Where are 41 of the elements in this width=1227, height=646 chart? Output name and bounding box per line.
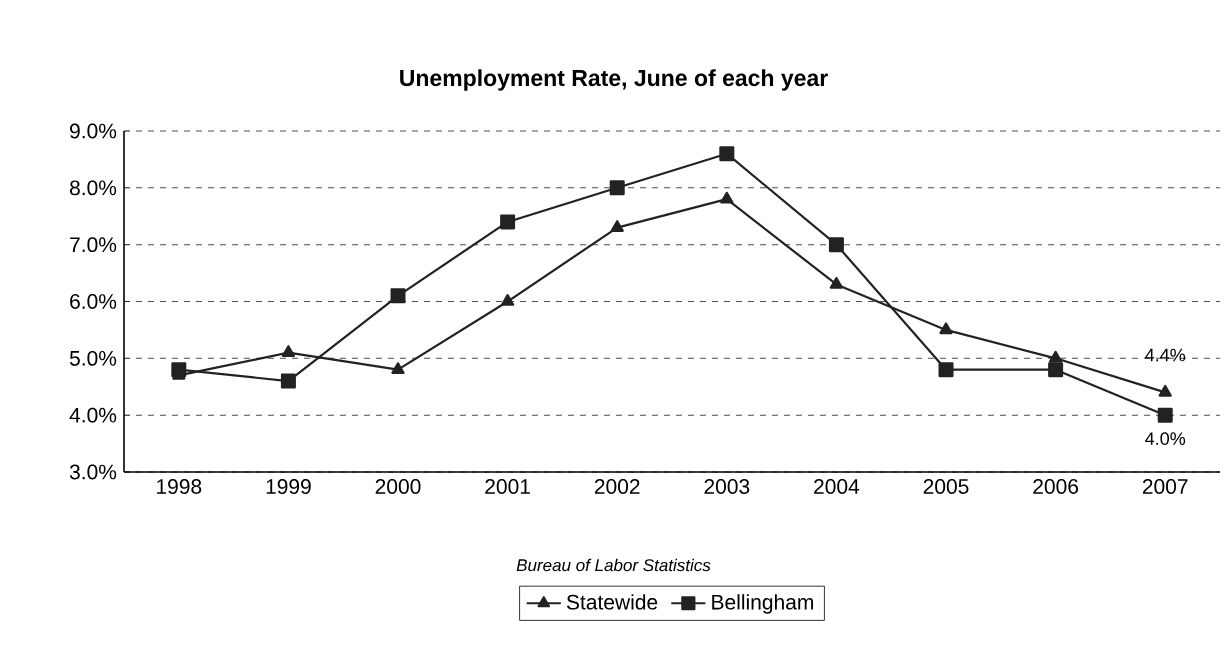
point	[939, 322, 953, 335]
point	[391, 362, 405, 374]
x-tick-label: 2002	[594, 479, 640, 494]
x-tick-label: 2006	[1033, 479, 1079, 494]
x-tick-label: 2005	[923, 479, 969, 494]
point	[719, 146, 735, 162]
y-tick-label: 5.0%	[69, 350, 117, 366]
point	[829, 276, 844, 289]
y-tick-label: 7.0%	[70, 237, 117, 253]
point	[500, 214, 516, 230]
point	[500, 293, 515, 306]
point	[281, 345, 296, 357]
y-tick-label: 9.0%	[70, 123, 117, 139]
y-tick-label: 3.0%	[69, 464, 117, 480]
point	[828, 237, 844, 253]
point	[1157, 407, 1173, 423]
point	[610, 220, 624, 232]
point	[1048, 350, 1063, 363]
y-tick-label: 4.0%	[69, 407, 117, 423]
text: Bureau of Labor Statistics	[516, 558, 711, 572]
y-tick-label: 6.0%	[70, 294, 117, 309]
point	[1048, 362, 1064, 378]
x-tick-label: 2004	[814, 479, 860, 494]
x-tick-label: 2000	[375, 479, 421, 494]
point	[390, 288, 406, 304]
point	[1158, 384, 1172, 397]
chart-title: Unemployment Rate, June of each year	[400, 69, 828, 91]
x-tick-label: 2003	[704, 479, 750, 494]
data-label: 4.0%	[1145, 432, 1186, 445]
point	[609, 180, 625, 196]
x-tick-label: 1999	[266, 479, 311, 494]
point	[720, 191, 734, 204]
point	[938, 362, 954, 378]
point	[280, 373, 296, 389]
x-tick-label: 2007	[1142, 479, 1188, 494]
legend-label: Statewide	[566, 594, 658, 610]
x-tick-label: 1998	[157, 479, 202, 494]
y-tick-label: 8.0%	[69, 180, 117, 196]
data-label: 4.4%	[1145, 348, 1186, 362]
x-tick-label: 2001	[485, 479, 530, 494]
legend-label: Bellingham	[712, 594, 813, 614]
